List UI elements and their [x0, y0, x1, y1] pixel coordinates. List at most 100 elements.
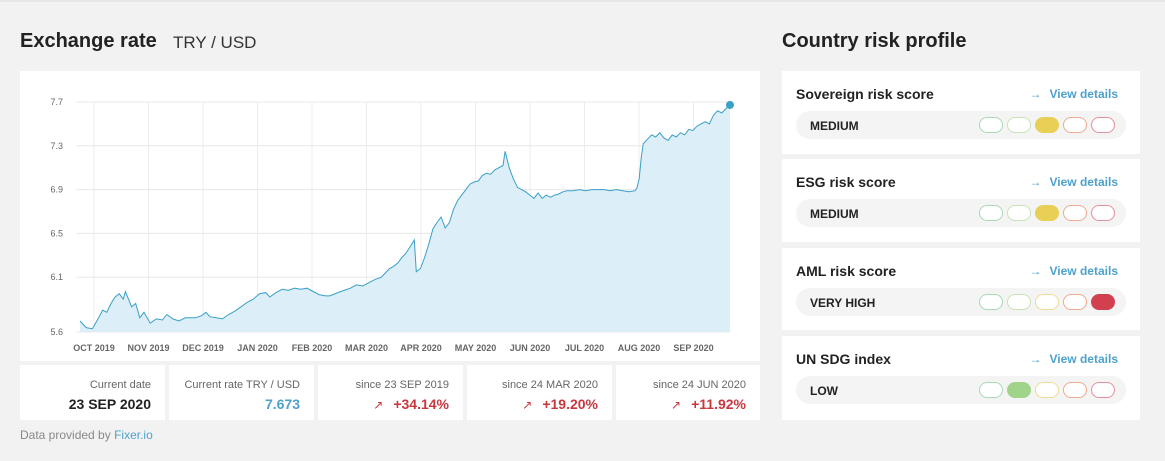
y-tick-label: 7.7	[50, 97, 63, 107]
risk-level-label: MEDIUM	[810, 119, 859, 133]
last-point-marker[interactable]	[726, 100, 734, 109]
risk-card-name: ESG risk score	[796, 174, 896, 190]
risk-profile-title: Country risk profile	[782, 30, 967, 52]
x-tick-label: APR 2020	[400, 343, 442, 353]
fixer-link[interactable]: Fixer.io	[114, 428, 153, 442]
arrow-right-icon: →	[1029, 87, 1042, 101]
stat-label: Current date	[89, 379, 151, 391]
risk-card-sdg: UN SDG index → View details LOW	[782, 336, 1140, 420]
risk-scale-dot	[1091, 117, 1115, 133]
stat-value-text: +34.14%	[393, 396, 449, 412]
x-tick-label: AUG 2020	[618, 343, 661, 353]
stat-value: ↗ +11.92%	[616, 396, 746, 412]
arrow-right-icon: →	[1029, 175, 1042, 189]
risk-scale-dot	[1063, 294, 1087, 310]
risk-scale-dot	[1091, 382, 1115, 398]
risk-level-label: LOW	[810, 384, 838, 398]
risk-card-name: UN SDG index	[796, 351, 891, 367]
stat-label: since 24 MAR 2020	[502, 379, 598, 391]
stat-value: 7.673	[169, 396, 300, 412]
credit-prefix: Data provided by	[20, 428, 111, 442]
stat-since-3m: since 24 JUN 2020 ↗ +11.92%	[616, 365, 760, 420]
exchange-rate-chart[interactable]: 7.7 7.3 6.9 6.5 6.1 5.6 OCT 2019 NOV 2019 DEC 20…	[20, 71, 760, 361]
risk-scale-dot	[1007, 382, 1031, 398]
risk-level-label: MEDIUM	[810, 207, 859, 221]
x-tick-label: NOV 2019	[127, 343, 169, 353]
x-tick-label: JUL 2020	[565, 343, 604, 353]
series-line	[79, 104, 731, 330]
risk-scale-dot	[1007, 117, 1031, 133]
view-details-label: View details	[1049, 87, 1118, 101]
arrow-right-icon: →	[1029, 352, 1042, 366]
view-details-link[interactable]: → View details	[1030, 352, 1118, 366]
risk-scale-dot	[1091, 294, 1115, 310]
x-tick-label: JAN 2020	[237, 343, 278, 353]
stats-row: Current date 23 SEP 2020 Current rate TR…	[20, 365, 760, 420]
x-tick-label: MAR 2020	[345, 343, 388, 353]
chart-svg: 7.7 7.3 6.9 6.5 6.1 5.6 OCT 2019 NOV 2019 DEC 20…	[50, 97, 734, 353]
risk-level-pill: VERY HIGH	[796, 288, 1126, 316]
stat-value-text: +19.20%	[542, 396, 598, 412]
top-border	[0, 0, 1165, 2]
stat-label: since 23 SEP 2019	[355, 379, 449, 391]
view-details-label: View details	[1049, 175, 1118, 189]
view-details-link[interactable]: → View details	[1030, 87, 1118, 101]
risk-scale-dot	[979, 294, 1003, 310]
risk-scale	[975, 205, 1115, 221]
stat-value-text: 7.673	[264, 396, 300, 412]
risk-scale-dot	[1035, 117, 1059, 133]
x-tick-label: SEP 2020	[673, 343, 713, 353]
risk-scale-dot	[1007, 205, 1031, 221]
trend-up-icon: ↗	[522, 398, 533, 412]
view-details-label: View details	[1049, 264, 1118, 278]
risk-card-name: AML risk score	[796, 263, 897, 279]
stat-value-text: +11.92%	[691, 396, 746, 412]
trend-up-icon: ↗	[373, 398, 384, 412]
stat-since-6m: since 24 MAR 2020 ↗ +19.20%	[467, 365, 612, 420]
risk-card-sovereign: Sovereign risk score → View details MEDIU…	[782, 71, 1140, 154]
risk-scale-dot	[979, 382, 1003, 398]
risk-scale	[975, 294, 1115, 310]
x-tick-label: JUN 2020	[510, 343, 551, 353]
risk-scale-dot	[979, 117, 1003, 133]
stat-value-text: 23 SEP 2020	[68, 396, 151, 412]
arrow-right-icon: →	[1029, 264, 1042, 278]
data-credit: Data provided by Fixer.io	[20, 428, 153, 442]
x-tick-label: MAY 2020	[455, 343, 497, 353]
y-tick-label: 6.1	[50, 272, 63, 282]
risk-scale-dot	[1035, 382, 1059, 398]
risk-scale-dot	[1035, 294, 1059, 310]
risk-card-name: Sovereign risk score	[796, 86, 934, 102]
series-area	[80, 105, 730, 332]
exchange-rate-title: Exchange rate	[20, 30, 157, 52]
stat-value: ↗ +34.14%	[318, 396, 449, 412]
view-details-link[interactable]: → View details	[1030, 175, 1118, 189]
stat-value: 23 SEP 2020	[20, 396, 151, 412]
stat-label: since 24 JUN 2020	[653, 379, 746, 391]
risk-level-pill: MEDIUM	[796, 199, 1126, 227]
stat-current-date: Current date 23 SEP 2020	[20, 365, 165, 420]
stat-current-rate: Current rate TRY / USD 7.673	[169, 365, 314, 420]
stat-since-1y: since 23 SEP 2019 ↗ +34.14%	[318, 365, 463, 420]
risk-level-pill: MEDIUM	[796, 111, 1126, 139]
risk-scale-dot	[1063, 382, 1087, 398]
risk-scale	[975, 117, 1115, 133]
stat-value: ↗ +19.20%	[467, 396, 598, 412]
risk-card-aml: AML risk score → View details VERY HIGH	[782, 248, 1140, 330]
risk-level-pill: LOW	[796, 376, 1126, 404]
risk-scale-dot	[1063, 117, 1087, 133]
risk-scale-dot	[1007, 294, 1031, 310]
risk-scale-dot	[1063, 205, 1087, 221]
view-details-label: View details	[1049, 352, 1118, 366]
risk-scale-dot	[1035, 205, 1059, 221]
y-tick-label: 7.3	[50, 141, 63, 151]
y-tick-label: 6.5	[50, 228, 63, 238]
view-details-link[interactable]: → View details	[1030, 264, 1118, 278]
y-tick-label: 6.9	[50, 185, 63, 195]
currency-pair: TRY / USD	[173, 33, 257, 52]
risk-scale-dot	[979, 205, 1003, 221]
y-tick-label: 5.6	[50, 327, 63, 337]
trend-up-icon: ↗	[671, 398, 682, 412]
stat-label: Current rate TRY / USD	[184, 379, 300, 391]
risk-card-esg: ESG risk score → View details MEDIUM	[782, 159, 1140, 242]
